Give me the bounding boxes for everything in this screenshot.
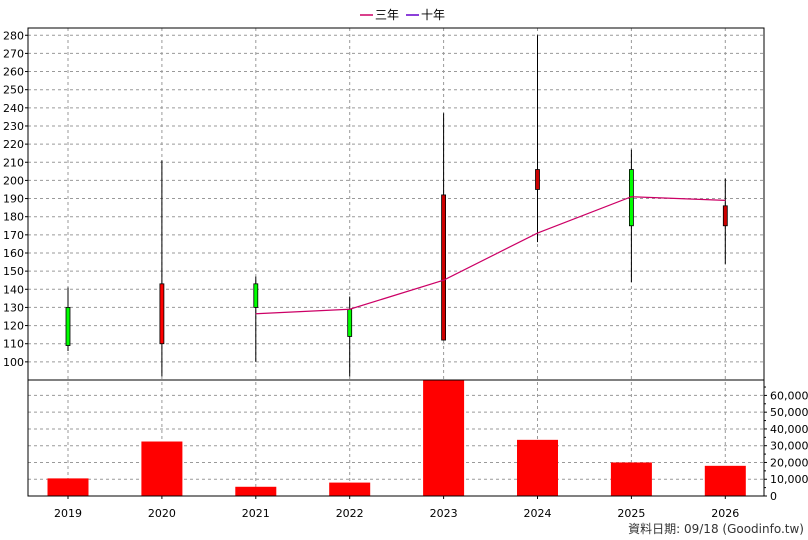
volume-bar: [47, 478, 89, 496]
volume-tick-label: 10,000: [770, 473, 808, 486]
x-tick-label: 2022: [336, 507, 364, 520]
price-tick-label: 110: [3, 338, 24, 351]
volume-bar: [329, 482, 371, 496]
volume-tick-label: 50,000: [770, 406, 808, 419]
x-tick-label: 2025: [617, 507, 645, 520]
volume-bar: [704, 465, 746, 496]
candle-body: [347, 308, 353, 337]
price-axis-ticks: 100 110 120 130 140 150 160 170 180 190 200 210 220 2…: [3, 29, 28, 369]
x-tick-label: 2023: [430, 507, 458, 520]
grid: [28, 28, 764, 496]
moving-average-lines: [255, 196, 726, 315]
candle-body: [441, 194, 447, 341]
legend-label-3yr: 三年: [375, 8, 399, 22]
plot-frame: [27, 27, 765, 497]
volume-tick-label: 0: [770, 490, 777, 503]
series-line-3yr: [255, 196, 726, 315]
price-tick-label: 260: [3, 66, 24, 79]
volume-tick-label: 20,000: [770, 456, 808, 469]
price-tick-label: 130: [3, 301, 24, 314]
price-tick-label: 280: [3, 29, 24, 42]
price-tick-label: 190: [3, 193, 24, 206]
price-tick-label: 180: [3, 211, 24, 224]
candle-body: [535, 169, 540, 190]
candle-body: [65, 307, 71, 346]
price-tick-label: 250: [3, 84, 24, 97]
price-tick-label: 230: [3, 120, 24, 133]
price-tick-label: 170: [3, 229, 24, 242]
volume-bar: [610, 462, 652, 496]
volume-bar: [423, 380, 465, 496]
price-tick-label: 270: [3, 47, 24, 60]
volume-tick-label: 40,000: [770, 423, 808, 436]
x-tick-label: 2026: [711, 507, 739, 520]
legend: 三年 十年: [360, 8, 445, 22]
volume-tick-label: 30,000: [770, 440, 808, 453]
candle-body: [253, 283, 259, 308]
price-tick-label: 160: [3, 247, 24, 260]
price-tick-label: 210: [3, 156, 24, 169]
x-axis-ticks: 2019 2020 2021 2022 2023 2024 2025 2026: [54, 496, 739, 520]
price-tick-label: 150: [3, 265, 24, 278]
volume-bar: [517, 439, 558, 496]
x-tick-label: 2020: [148, 507, 176, 520]
candlesticks: [65, 35, 728, 377]
volume-bar: [141, 441, 183, 496]
price-tick-label: 220: [3, 138, 24, 151]
volume-tick-label: 60,000: [770, 389, 808, 402]
footer-source: 資料日期: 09/18 (Goodinfo.tw): [628, 522, 804, 536]
x-tick-label: 2021: [242, 507, 270, 520]
candle-body: [159, 283, 165, 345]
volume-bars: [47, 380, 746, 496]
volume-axis-ticks: 0 10,000 20,000 30,000 40,000 50,000 60,000: [764, 386, 808, 503]
legend-label-10yr: 十年: [421, 8, 445, 22]
price-tick-label: 240: [3, 102, 24, 115]
price-tick-label: 120: [3, 320, 24, 333]
candle-body: [722, 205, 728, 227]
x-tick-label: 2019: [54, 507, 82, 520]
volume-bar: [235, 486, 277, 496]
price-tick-label: 140: [3, 283, 24, 296]
price-tick-label: 200: [3, 174, 24, 187]
x-tick-label: 2024: [524, 507, 552, 520]
price-tick-label: 100: [3, 356, 24, 369]
